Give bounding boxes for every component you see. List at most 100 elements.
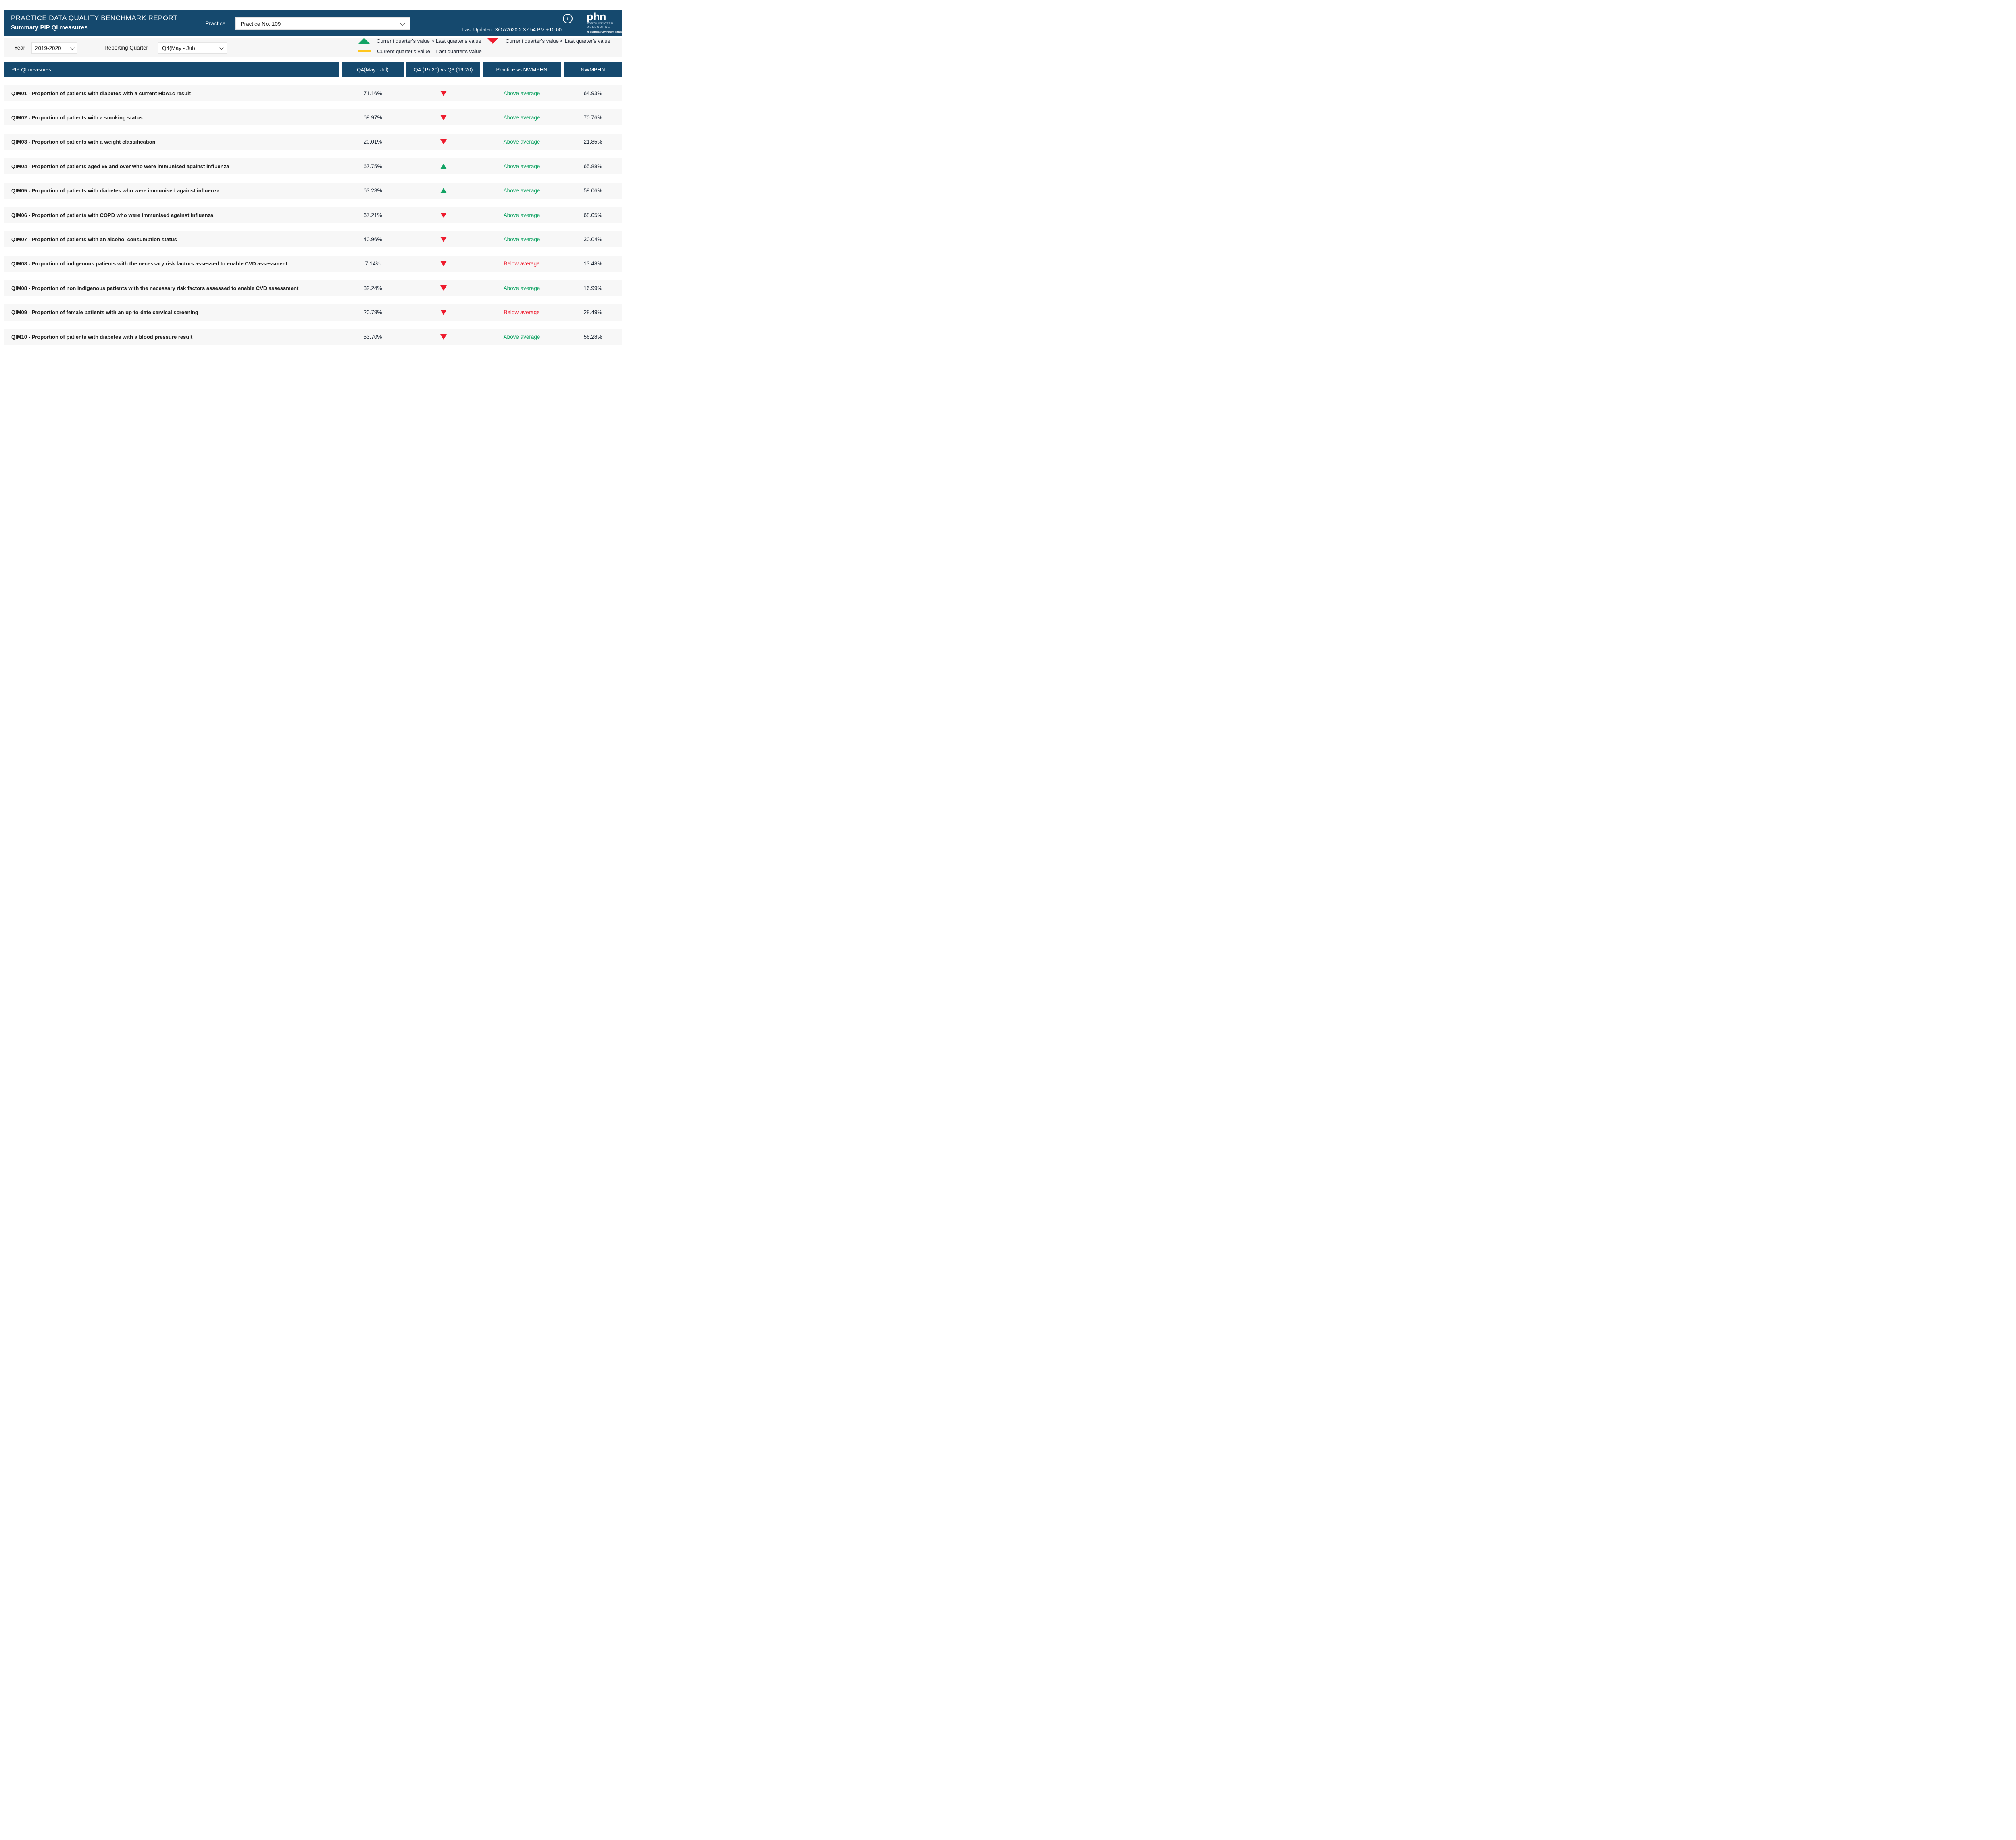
- quarter-value: 20.79%: [363, 309, 382, 316]
- trend-down-icon: [440, 334, 447, 340]
- trend-up-icon: [440, 188, 447, 194]
- trend-down-icon: [440, 261, 447, 267]
- table-row: QIM08 - Proportion of non indigenous pat…: [4, 280, 622, 296]
- trend-cell: [406, 183, 480, 199]
- trend-down-icon: [440, 236, 447, 242]
- phn-logo-tagline: An Australian Government Initiative: [587, 31, 624, 33]
- phn-logo-region1: NORTH WESTERN: [587, 22, 613, 25]
- trend-cell: [406, 158, 480, 174]
- trend-equal-icon: [358, 50, 371, 52]
- nwmphn-value: 70.76%: [583, 114, 602, 121]
- comparison-label: Below average: [504, 260, 540, 267]
- trend-cell: [406, 109, 480, 125]
- quarter-value: 67.21%: [363, 212, 382, 218]
- quarter-value: 20.01%: [363, 139, 382, 145]
- year-dropdown-value: 2019-2020: [35, 45, 61, 51]
- quarter-value: 7.14%: [365, 260, 381, 267]
- trend-down-icon: [440, 310, 447, 315]
- practice-label: Practice: [205, 20, 226, 27]
- comparison-label: Above average: [503, 236, 540, 242]
- nwmphn-value: 13.48%: [583, 260, 602, 267]
- measure-label: QIM02 - Proportion of patients with a sm…: [11, 114, 143, 121]
- quarter-value: 69.97%: [363, 114, 382, 121]
- comparison-label: Above average: [503, 285, 540, 291]
- trend-cell: [406, 329, 480, 345]
- report-titles: PRACTICE DATA QUALITY BENCHMARK REPORT S…: [11, 13, 178, 32]
- table-row: QIM04 - Proportion of patients aged 65 a…: [4, 158, 622, 175]
- trend-up-icon: [358, 38, 370, 44]
- trend-down-icon: [440, 285, 447, 291]
- chevron-down-icon: [219, 45, 224, 50]
- trend-cell: [406, 231, 480, 247]
- column-header-quarter-value[interactable]: Q4(May - Jul): [342, 62, 404, 77]
- practice-dropdown[interactable]: Practice No. 109: [235, 17, 410, 30]
- phn-logo: phn NORTH WESTERN MELBOURNE An Australia…: [587, 11, 623, 33]
- trend-cell: [406, 134, 480, 150]
- legend-item-decrease: Current quarter's value < Last quarter's…: [487, 35, 610, 46]
- quarter-value: 71.16%: [363, 90, 382, 96]
- trend-cell: [406, 207, 480, 223]
- nwmphn-value: 56.28%: [583, 333, 602, 340]
- chevron-down-icon: [70, 45, 75, 50]
- reporting-quarter-dropdown[interactable]: Q4(May - Jul): [158, 42, 227, 54]
- quarter-value: 63.23%: [363, 188, 382, 194]
- trend-cell: [406, 304, 480, 321]
- comparison-label: Below average: [504, 309, 540, 316]
- column-header-nwmphn[interactable]: NWMPHN: [564, 62, 622, 77]
- trend-down-icon: [440, 212, 447, 218]
- nwmphn-value: 68.05%: [583, 212, 602, 218]
- year-label: Year: [14, 44, 25, 51]
- legend-equal-label: Current quarter's value = Last quarter's…: [377, 48, 482, 54]
- year-dropdown[interactable]: 2019-2020: [31, 42, 77, 54]
- info-icon[interactable]: i: [563, 14, 573, 23]
- nwmphn-value: 21.85%: [583, 139, 602, 145]
- table-row: QIM10 - Proportion of patients with diab…: [4, 329, 622, 345]
- legend-item-increase: Current quarter's value > Last quarter's…: [358, 35, 481, 46]
- legend-decrease-label: Current quarter's value < Last quarter's…: [506, 38, 610, 44]
- column-header-measures[interactable]: PIP QI measures: [4, 62, 339, 77]
- comparison-label: Above average: [503, 139, 540, 145]
- reporting-quarter-dropdown-value: Q4(May - Jul): [162, 45, 195, 51]
- trend-up-icon: [440, 163, 447, 169]
- practice-filter-group: Practice Practice No. 109: [205, 10, 410, 36]
- chevron-down-icon: [400, 20, 405, 26]
- comparison-label: Above average: [503, 333, 540, 340]
- nwmphn-value: 59.06%: [583, 188, 602, 194]
- column-header-practice-vs-nwmphn[interactable]: Practice vs NWMPHN: [483, 62, 561, 77]
- report-page: PRACTICE DATA QUALITY BENCHMARK REPORT S…: [0, 0, 645, 368]
- table-row: QIM02 - Proportion of patients with a sm…: [4, 109, 622, 126]
- phn-logo-region2: MELBOURNE: [587, 25, 610, 29]
- reporting-quarter-label: Reporting Quarter: [104, 44, 148, 51]
- measure-label: QIM05 - Proportion of patients with diab…: [11, 188, 220, 194]
- trend-down-icon: [440, 115, 447, 120]
- nwmphn-value: 64.93%: [583, 90, 602, 96]
- nwmphn-value: 16.99%: [583, 285, 602, 291]
- table-row: QIM06 - Proportion of patients with COPD…: [4, 207, 622, 223]
- last-updated-text: Last Updated: 3/07/2020 2:37:54 PM +10:0…: [462, 27, 562, 33]
- quarter-value: 40.96%: [363, 236, 382, 242]
- quarter-value: 67.75%: [363, 163, 382, 169]
- comparison-label: Above average: [503, 188, 540, 194]
- table-row: QIM05 - Proportion of patients with diab…: [4, 182, 622, 199]
- measure-label: QIM04 - Proportion of patients aged 65 a…: [11, 163, 229, 169]
- table-row: QIM09 - Proportion of female patients wi…: [4, 304, 622, 321]
- page-title: PRACTICE DATA QUALITY BENCHMARK REPORT: [11, 14, 178, 22]
- practice-dropdown-value: Practice No. 109: [240, 21, 281, 27]
- nwmphn-value: 30.04%: [583, 236, 602, 242]
- measure-label: QIM06 - Proportion of patients with COPD…: [11, 212, 214, 218]
- report-header: PRACTICE DATA QUALITY BENCHMARK REPORT S…: [4, 10, 623, 36]
- trend-cell: [406, 85, 480, 101]
- table-row: QIM01 - Proportion of patients with diab…: [4, 85, 622, 101]
- measure-label: QIM07 - Proportion of patients with an a…: [11, 236, 177, 242]
- legend-item-equal: Current quarter's value = Last quarter's…: [358, 46, 482, 57]
- trend-down-icon: [440, 139, 447, 145]
- comparison-label: Above average: [503, 163, 540, 169]
- comparison-label: Above average: [503, 90, 540, 96]
- trend-down-icon: [440, 90, 447, 96]
- measure-label: QIM09 - Proportion of female patients wi…: [11, 309, 198, 316]
- column-header-quarter-comparison[interactable]: Q4 (19-20) vs Q3 (19-20): [406, 62, 480, 77]
- quarter-value: 32.24%: [363, 285, 382, 291]
- trend-cell: [406, 280, 480, 296]
- comparison-label: Above average: [503, 114, 540, 121]
- table-row: QIM08 - Proportion of indigenous patient…: [4, 255, 622, 272]
